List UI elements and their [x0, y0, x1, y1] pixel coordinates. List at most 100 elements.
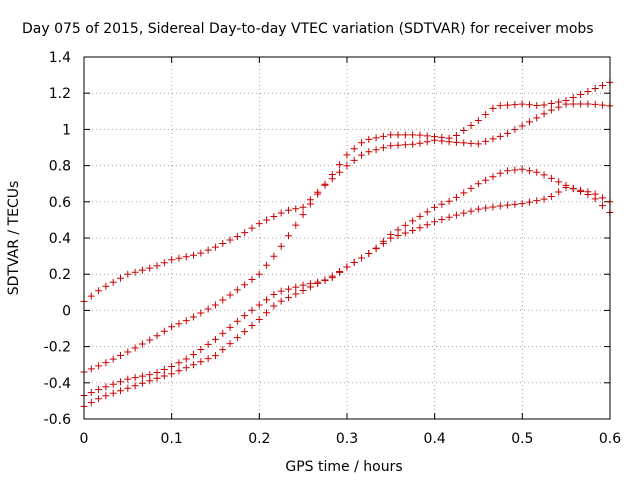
data-point-plus: [153, 262, 161, 270]
data-point-plus: [482, 176, 490, 184]
data-point-plus: [226, 340, 234, 348]
data-point-plus: [95, 287, 103, 295]
data-point-plus: [226, 291, 234, 299]
data-point-plus: [569, 94, 577, 102]
data-point-plus: [591, 195, 599, 203]
data-point-plus: [182, 253, 190, 261]
data-point-plus: [146, 371, 154, 379]
data-point-plus: [358, 139, 365, 147]
y-tick-label: 1.2: [49, 86, 71, 102]
data-point-plus: [562, 181, 570, 189]
data-point-plus: [452, 211, 460, 219]
data-point-plus: [438, 215, 446, 223]
data-point-plus: [277, 287, 285, 295]
data-point-plus: [467, 121, 475, 129]
data-point-plus: [138, 379, 146, 387]
data-point-plus: [496, 202, 504, 210]
data-point-plus: [489, 104, 497, 112]
y-tick-label: 0: [62, 303, 71, 319]
data-point-plus: [160, 259, 168, 267]
data-point-plus: [350, 259, 358, 267]
data-point-plus: [591, 100, 599, 108]
data-point-plus: [277, 242, 285, 250]
data-point-plus: [445, 197, 453, 205]
data-point-plus: [219, 240, 227, 248]
data-point-plus: [102, 282, 110, 290]
data-point-plus: [146, 377, 154, 385]
data-point-plus: [504, 101, 512, 109]
data-point-plus: [284, 206, 292, 214]
data-point-plus: [168, 323, 176, 331]
data-point-plus: [175, 254, 183, 262]
y-tick-label: 1.4: [49, 50, 71, 66]
data-point-plus: [255, 270, 263, 278]
data-point-plus: [445, 134, 453, 142]
data-point-plus: [489, 173, 497, 181]
data-point-plus: [460, 139, 468, 147]
data-point-plus: [87, 292, 95, 300]
data-points: [80, 78, 614, 410]
data-point-plus: [416, 224, 424, 232]
data-point-plus: [555, 98, 563, 106]
data-point-plus: [482, 110, 490, 118]
data-point-plus: [401, 221, 409, 229]
data-point-plus: [175, 367, 183, 375]
data-point-plus: [226, 236, 234, 244]
data-point-plus: [343, 263, 351, 271]
data-point-plus: [248, 224, 256, 232]
data-point-plus: [598, 194, 606, 202]
data-point-plus: [168, 363, 176, 371]
data-point-plus: [117, 378, 125, 386]
data-point-plus: [409, 131, 417, 139]
data-point-plus: [197, 358, 205, 366]
data-point-plus: [248, 322, 256, 330]
data-point-plus: [153, 374, 161, 382]
data-point-plus: [117, 387, 125, 395]
data-point-plus: [584, 100, 592, 108]
y-tick-label: 0.8: [49, 159, 71, 175]
data-point-plus: [577, 90, 585, 98]
data-point-plus: [409, 217, 417, 225]
data-point-plus: [131, 344, 139, 352]
data-point-plus: [336, 161, 344, 169]
data-point-plus: [365, 135, 373, 143]
data-point-plus: [518, 200, 526, 208]
data-point-plus: [292, 283, 300, 291]
data-point-plus: [109, 355, 117, 363]
data-point-plus: [160, 366, 168, 374]
y-tick-label: 0.6: [49, 195, 71, 211]
y-tick-label: -0.4: [44, 376, 71, 392]
data-point-plus: [416, 139, 424, 147]
data-point-plus: [197, 249, 205, 257]
data-point-plus: [241, 281, 249, 289]
data-point-plus: [226, 323, 234, 331]
data-point-plus: [358, 151, 365, 159]
data-point-plus: [182, 364, 190, 372]
data-point-plus: [533, 197, 541, 205]
data-point-plus: [533, 168, 541, 176]
data-point-plus: [496, 102, 504, 110]
data-point-plus: [387, 142, 395, 150]
y-tick-label: 0.4: [49, 231, 71, 247]
data-point-plus: [168, 256, 176, 264]
x-tick-label: 0.6: [599, 431, 621, 447]
data-point-plus: [124, 348, 132, 356]
data-point-plus: [95, 385, 103, 393]
data-point-plus: [219, 329, 227, 337]
data-point-plus: [438, 133, 446, 141]
data-point-plus: [204, 355, 212, 363]
data-point-plus: [292, 221, 300, 229]
data-point-plus: [233, 334, 241, 342]
data-point-plus: [547, 99, 555, 107]
data-point-plus: [175, 320, 183, 328]
data-point-plus: [95, 362, 103, 370]
data-point-plus: [241, 312, 249, 320]
data-point-plus: [160, 327, 168, 335]
x-tick-label: 0.1: [161, 431, 183, 447]
data-point-plus: [547, 192, 555, 200]
data-point-plus: [343, 162, 351, 170]
data-point-plus: [474, 205, 482, 213]
data-point-plus: [540, 110, 548, 118]
data-point-plus: [284, 232, 292, 240]
data-point-plus: [190, 313, 198, 321]
